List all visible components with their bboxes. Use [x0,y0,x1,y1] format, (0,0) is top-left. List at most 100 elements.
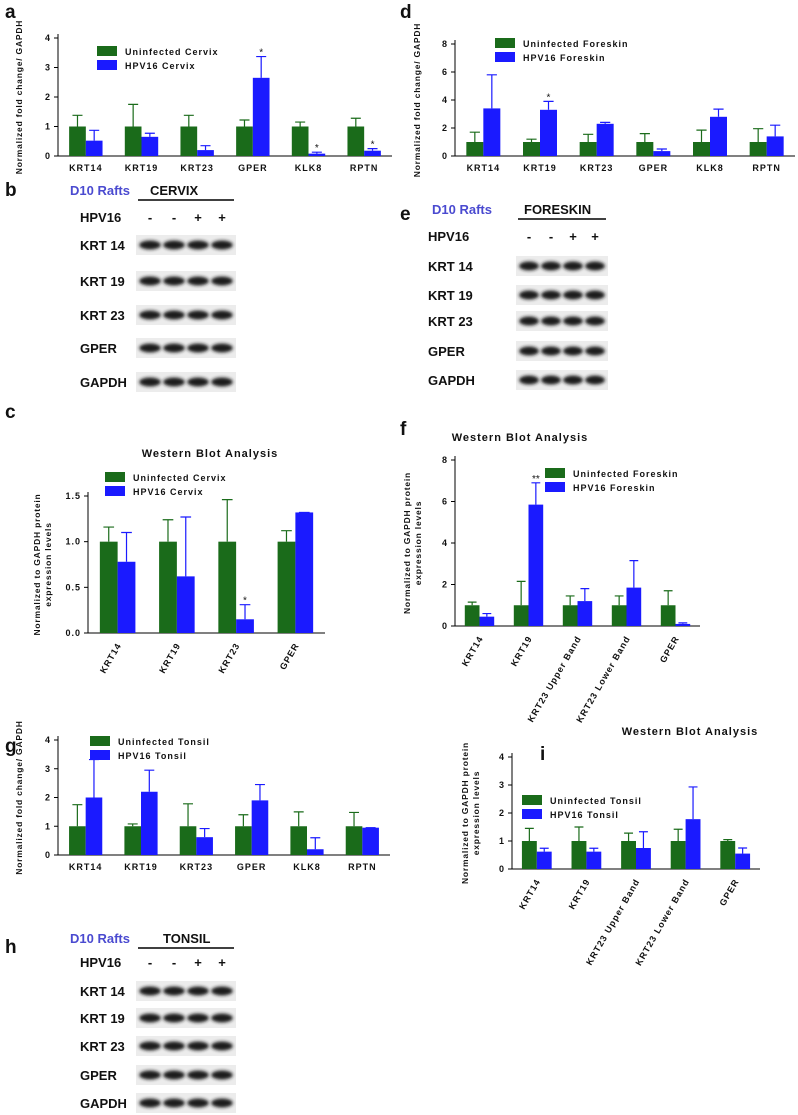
bar [218,541,237,633]
bar [69,826,86,855]
blot-background [136,1065,236,1085]
bar [675,623,691,626]
blot-band [211,1070,233,1080]
error-bar [103,526,115,542]
legend-swatch [97,60,117,70]
legend-swatch [90,736,110,746]
significance: * [259,48,263,59]
y-tick-label: 8 [442,455,448,465]
bar [540,109,557,156]
bar [577,601,593,626]
x-tick-label: KRT14 [69,163,103,173]
bar [636,848,651,869]
y-axis-label: Normalized to GAPDH protein [32,493,42,635]
blot-band [211,310,233,320]
bar [710,116,727,156]
error-bar [144,769,155,792]
x-tick-label: KRT23 [180,862,214,872]
error-bar [688,786,698,820]
blot-band [187,276,209,286]
significance: * [547,92,551,103]
blot-band [211,1013,233,1023]
x-tick-label: KRT14 [517,877,542,911]
error-bar [89,129,100,141]
bar [236,126,253,156]
blot-band [563,375,583,385]
chart-title: Western Blot Analysis [622,726,759,738]
y-tick-label: 0 [442,621,448,631]
blot-row-label: KRT 14 [80,984,126,999]
error-bar [238,814,249,827]
lane-sign: - [549,229,553,244]
error-bar [254,783,265,801]
blot-band [519,316,539,326]
bar [621,841,636,869]
blot-band [211,276,233,286]
y-tick-label: 1.5 [65,491,81,501]
chart-title: Western Blot Analysis [452,432,589,444]
bar [124,126,142,156]
y-tick-label: 4 [442,95,448,105]
error-bar [629,560,639,588]
blot-background [136,1008,236,1028]
x-tick-label: KRT19 [523,163,557,173]
error-bar [638,831,648,848]
error-bar [770,124,781,137]
bar [735,853,751,869]
panel-letter: h [5,937,17,958]
error-bar [524,827,534,841]
bar [308,153,326,156]
legend-swatch [97,46,117,56]
panel-letter: b [5,180,17,201]
error-bar [723,839,733,841]
blot-row-label: KRT 23 [80,1039,125,1054]
legend-label: HPV16 Tonsil [118,751,187,761]
blot-band [139,1013,161,1023]
blot-row-label: GAPDH [80,375,127,390]
legend-label: HPV16 Tonsil [550,810,619,820]
blot-factor: HPV16 [80,210,121,225]
legend-swatch [105,486,125,496]
blot-tissue: TONSIL [163,931,210,946]
blot-background [136,271,236,291]
blot-band [541,375,561,385]
blot-band [187,1070,209,1080]
blot-band [139,1041,161,1051]
bar [749,142,767,156]
error-bar [127,823,138,827]
x-tick-label: KLK8 [696,163,724,173]
bar [277,541,296,633]
blot-background [136,1036,236,1056]
blot-band [187,240,209,250]
blot-band [139,986,161,996]
bar [251,800,269,855]
blot-band [163,240,185,250]
bar [180,126,198,156]
y-tick-label: 6 [442,67,448,77]
blot-band [187,310,209,320]
blot-band [187,1013,209,1023]
bar [536,851,552,869]
blot-band [139,343,161,353]
lane-sign: + [218,955,226,970]
panel-letter: d [400,2,412,23]
blot-band [519,346,539,356]
bar [124,826,141,855]
bar [636,142,654,156]
blot-band [563,316,583,326]
bar [307,849,324,855]
blot-row-label: KRT 19 [80,1011,125,1026]
blot-factor: HPV16 [80,955,121,970]
blot-band [163,986,185,996]
significance: ** [532,474,540,485]
bar [196,837,213,855]
bar [626,587,642,626]
bar [464,605,480,626]
blot-background [136,235,236,255]
blot-tissue: FORESKIN [524,202,591,217]
bar [69,126,86,156]
error-bar [516,580,526,606]
bar [364,150,381,156]
blot-band [519,290,539,300]
error-bar [180,516,192,577]
